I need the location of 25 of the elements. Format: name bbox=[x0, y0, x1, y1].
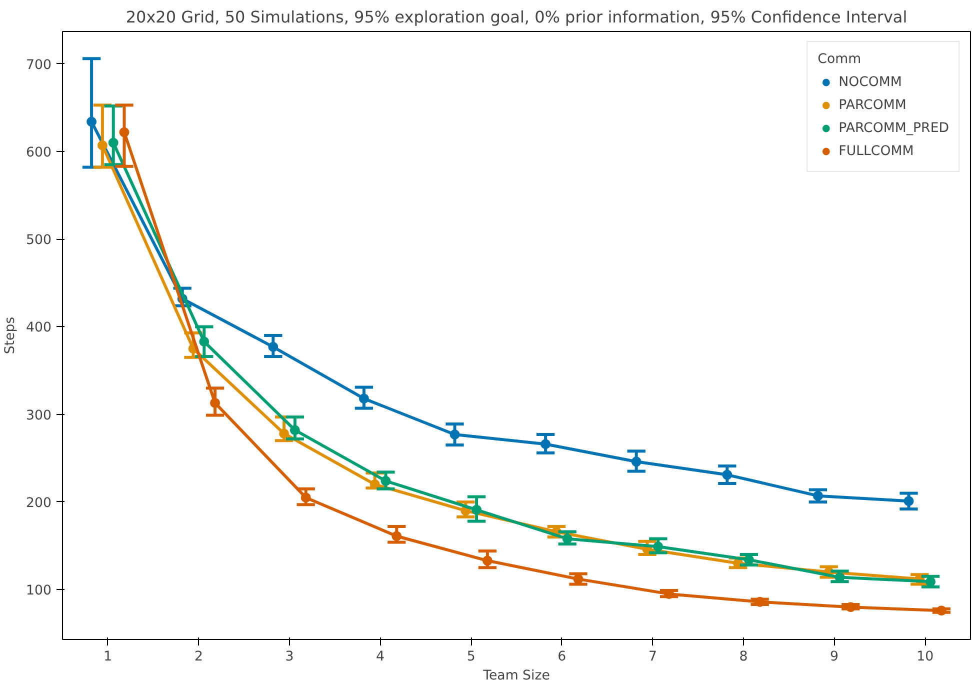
legend-label: FULLCOMM bbox=[838, 144, 914, 158]
y-tick-label: 200 bbox=[26, 496, 52, 511]
legend-label: PARCOMM bbox=[838, 98, 906, 112]
chart-title: 20x20 Grid, 50 Simulations, 95% exploration goal, 0% prior information, 95% Confidence Interval bbox=[126, 8, 908, 26]
legend-label: NOCOMM bbox=[838, 74, 902, 90]
x-tick-label: 9 bbox=[830, 650, 839, 664]
x-tick-label: 6 bbox=[558, 650, 566, 664]
x-tick-label: 1 bbox=[104, 650, 112, 664]
x-tick-label: 4 bbox=[376, 650, 385, 664]
x-tick-label: 3 bbox=[285, 650, 294, 664]
x-tick-label: 8 bbox=[739, 650, 748, 664]
y-tick-label: 100 bbox=[26, 584, 52, 599]
x-tick-label: 5 bbox=[466, 650, 476, 664]
x-axis-title: Team Size bbox=[482, 668, 550, 684]
y-tick-label: 400 bbox=[26, 320, 52, 336]
x-tick-label: 10 bbox=[916, 650, 934, 664]
legend-label: PARCOMM_PRED bbox=[838, 120, 949, 136]
x-tick-label: 2 bbox=[194, 650, 203, 664]
x-tick-label: 7 bbox=[648, 650, 657, 664]
y-tick-label: 700 bbox=[26, 58, 52, 73]
y-tick-label: 500 bbox=[26, 233, 52, 248]
y-tick-label: 300 bbox=[26, 408, 52, 424]
legend-title: Comm bbox=[818, 52, 862, 67]
y-tick-label: 600 bbox=[26, 146, 52, 161]
y-axis-title: Steps bbox=[3, 316, 18, 354]
